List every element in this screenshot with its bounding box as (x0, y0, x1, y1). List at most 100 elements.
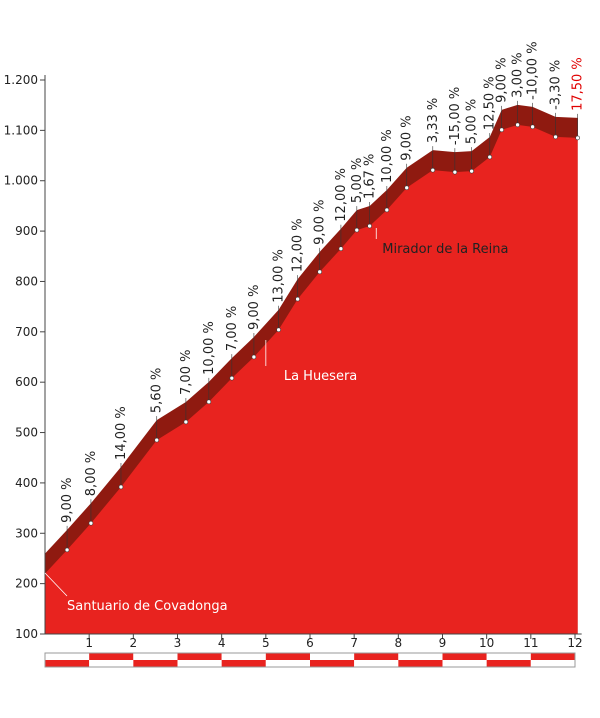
km-strip (530, 653, 575, 660)
gradient-label: 5,60 % (150, 368, 165, 413)
gradient-label: 10,00 % (380, 129, 395, 183)
x-tick-label: 6 (306, 636, 314, 650)
km-strip (89, 653, 134, 660)
km-strip (45, 660, 90, 667)
point (338, 246, 344, 252)
gradient-label: 3,00 % (511, 52, 526, 97)
point (88, 520, 94, 526)
point (251, 354, 257, 360)
y-tick-label: 1.200 (4, 73, 38, 87)
km-strip (354, 653, 399, 660)
gradient-label: 8,00 % (84, 451, 99, 496)
x-tick-label: 5 (262, 636, 270, 650)
km-strip (442, 653, 487, 660)
gradient-label: 1,67 % (363, 154, 378, 199)
gradient-label: 17,50 % (571, 57, 586, 111)
point (430, 167, 436, 173)
gradient-label: -15,00 % (448, 87, 463, 145)
point (354, 227, 360, 233)
km-strip (442, 660, 487, 667)
gradient-label: -10,00 % (526, 41, 541, 99)
gradient-label: 7,00 % (179, 350, 194, 395)
gradient-label: 7,00 % (225, 306, 240, 351)
y-tick-label: 900 (15, 224, 38, 238)
point (404, 185, 410, 191)
km-strip (221, 653, 266, 660)
x-tick-label: 2 (130, 636, 138, 650)
gradient-label: -3,30 % (549, 60, 564, 110)
gradient-label: 12,00 % (334, 168, 349, 222)
annotation: La Huesera (284, 369, 357, 384)
km-strip (486, 660, 531, 667)
point (499, 127, 504, 133)
gradient-label: 14,00 % (114, 406, 129, 460)
point (487, 154, 493, 160)
gradient-label: 5,00 % (350, 158, 365, 203)
gradient-label: 12,00 % (291, 218, 306, 272)
y-tick-label: 100 (15, 627, 38, 641)
y-tick-label: 800 (15, 274, 38, 288)
km-strip (221, 660, 266, 667)
point (206, 399, 212, 405)
y-tick-label: 1.100 (4, 123, 38, 137)
km-strip-frame (44, 652, 576, 668)
gradient-label: 12,50 % (483, 76, 498, 130)
gradient-label: 9,00 % (495, 57, 510, 102)
point (295, 296, 300, 302)
x-tick-label: 3 (174, 636, 182, 650)
gradient-label: 9,00 % (247, 285, 262, 330)
point (229, 375, 235, 381)
point (469, 168, 474, 174)
point (183, 419, 189, 425)
gradient-label: 3,33 % (426, 98, 441, 143)
km-strip (45, 653, 90, 660)
x-tick-label: 7 (350, 636, 358, 650)
gradient-label: 10,00 % (202, 321, 217, 375)
profile-area (45, 124, 578, 634)
km-strip (89, 660, 134, 667)
x-tick-label: 9 (439, 636, 447, 650)
point (64, 547, 70, 553)
point (154, 437, 160, 443)
point (118, 484, 124, 490)
x-tick-label: 4 (218, 636, 226, 650)
gradient-label: 9,00 % (313, 199, 328, 244)
km-strip (133, 660, 178, 667)
km-strip (177, 653, 222, 660)
km-strip (265, 660, 310, 667)
x-tick-label: 1 (85, 636, 93, 650)
km-strip (398, 653, 443, 660)
y-tick-label: 600 (15, 375, 38, 389)
point (317, 269, 323, 275)
point (384, 207, 390, 213)
km-strip (177, 660, 222, 667)
km-strip (486, 653, 531, 660)
point (367, 223, 372, 229)
point (276, 327, 281, 333)
km-strip (354, 660, 399, 667)
annotation-leader (44, 572, 68, 597)
km-strip (530, 660, 575, 667)
km-strip (310, 653, 355, 660)
y-tick-label: 500 (15, 426, 38, 440)
y-tick-label: 300 (15, 526, 38, 540)
gradient-label: 9,00 % (400, 115, 415, 160)
annotation: Santuario de Covadonga (67, 599, 228, 614)
km-strip (133, 653, 178, 660)
km-strip (310, 660, 355, 667)
x-tick-label: 8 (395, 636, 403, 650)
x-tick-label: 11 (523, 636, 538, 650)
km-strip (265, 653, 310, 660)
point (575, 135, 580, 141)
y-tick-label: 400 (15, 476, 38, 490)
x-tick-label: 10 (479, 636, 494, 650)
x-tick-label: 12 (567, 636, 582, 650)
point (553, 134, 558, 140)
km-strip (398, 660, 443, 667)
gradient-label: 9,00 % (60, 477, 75, 522)
gradient-label: 5,00 % (465, 99, 480, 144)
point (515, 122, 520, 128)
annotation: Mirador de la Reina (382, 242, 508, 257)
